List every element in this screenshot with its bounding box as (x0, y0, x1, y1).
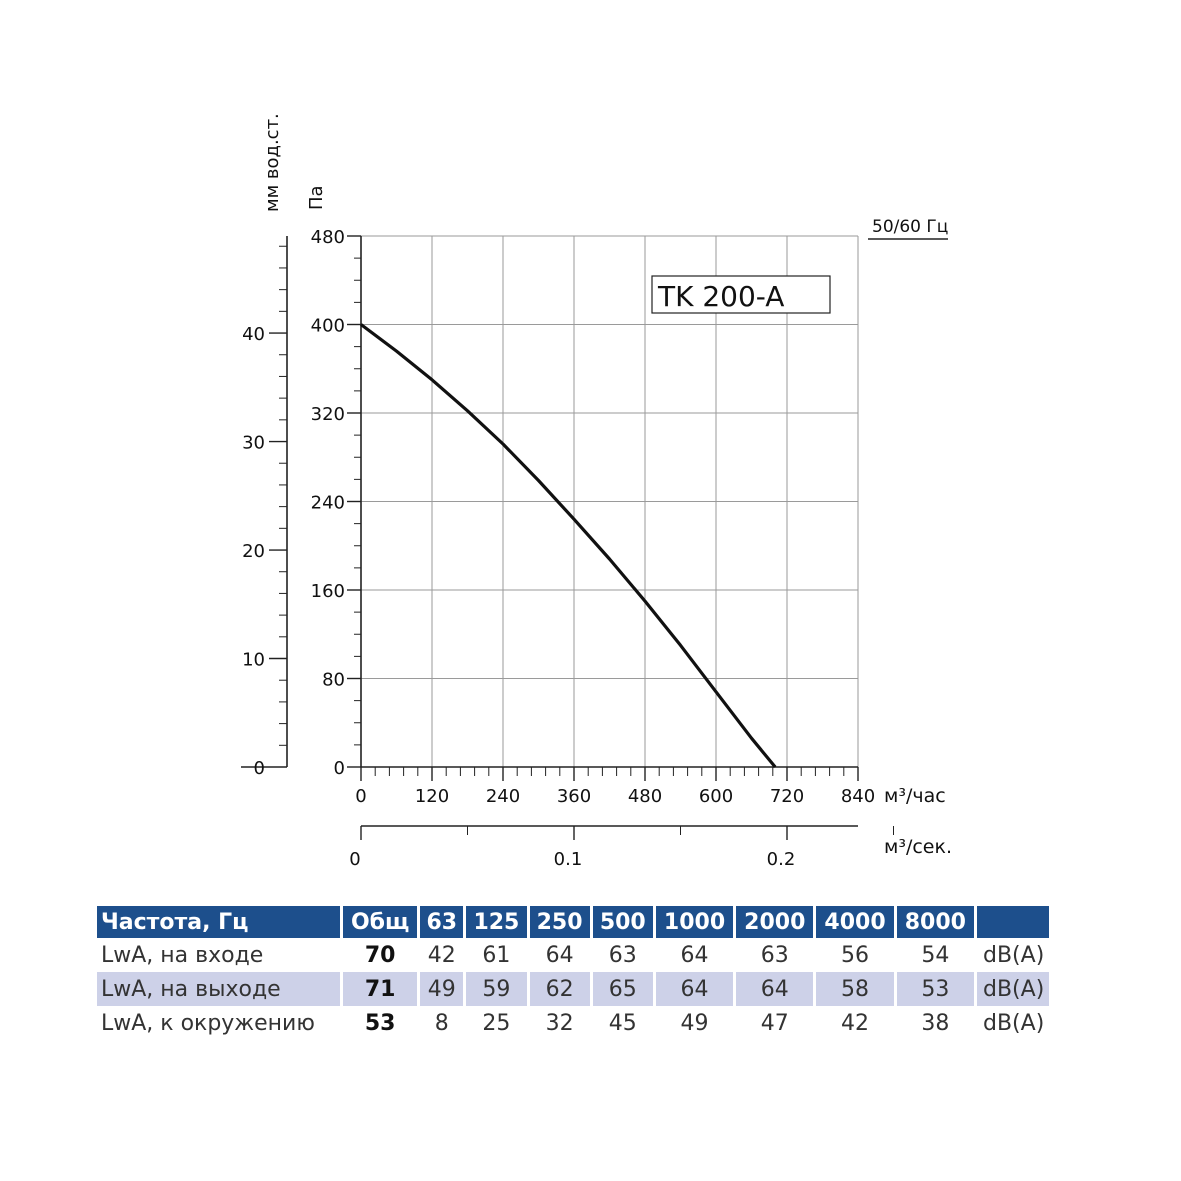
table-cell: 49 (420, 972, 464, 1006)
table-cell: 47 (760, 1010, 789, 1036)
x2-tick-label: 0.2 (767, 849, 796, 870)
table-cell: 54 (921, 942, 950, 968)
table-row: LwA, на выходе 71 49 59 62 65 64 64 58 5… (97, 972, 1049, 1006)
x-tick-label: 0 (355, 786, 366, 807)
row-label: LwA, на входе (101, 942, 264, 968)
table-cell: 64 (736, 972, 814, 1006)
table-cell: 63 (608, 942, 637, 968)
table-cell: 59 (466, 972, 527, 1006)
row-unit: dB(A) (983, 1010, 1045, 1036)
table-cell: 25 (482, 1010, 511, 1036)
table-cell: 62 (529, 972, 590, 1006)
y-tick-label: 480 (311, 227, 345, 248)
mm-axis-unit: мм вод.ст. (262, 113, 283, 212)
x-tick-label: 600 (699, 786, 733, 807)
table-header-cell: Частота, Гц (97, 906, 341, 938)
y-tick-label: 320 (311, 404, 345, 425)
table-cell: 61 (482, 942, 511, 968)
table-cell: 38 (921, 1010, 950, 1036)
x-tick-label: 120 (415, 786, 449, 807)
table-header-cell: 500 (592, 906, 653, 938)
table-cell: 64 (545, 942, 574, 968)
x2-tick-label: 0 (349, 849, 360, 870)
table-cell: 53 (896, 972, 974, 1006)
table-cell: 42 (841, 1010, 870, 1036)
table-header-cell: 63 (420, 906, 464, 938)
table-header-row: Частота, Гц Общ 63 125 250 500 1000 2000… (97, 906, 1049, 938)
chart-grid (360, 235, 859, 768)
table-header-cell: 4000 (816, 906, 894, 938)
x2-axis-unit: м³/сек. (884, 836, 952, 858)
table-cell: 32 (545, 1010, 574, 1036)
mm-tick-label: 20 (242, 541, 265, 562)
chart-curve-layer (360, 323, 777, 769)
table-cell: 49 (680, 1010, 709, 1036)
row-label: LwA, на выходе (97, 972, 341, 1006)
mm-tick-label: 0 (254, 758, 265, 779)
table-cell: 45 (608, 1010, 637, 1036)
performance-curve (360, 323, 777, 769)
table-header-cell: 1000 (655, 906, 734, 938)
table-cell: 63 (760, 942, 789, 968)
table-header-cell: 250 (529, 906, 590, 938)
table-cell: 56 (841, 942, 870, 968)
chart-axes (241, 235, 894, 840)
table-row: LwA, на входе 70 42 61 64 63 64 63 56 54… (97, 938, 1049, 972)
x-axis-unit: м³/час (884, 785, 946, 807)
table-row: LwA, к окружению 53 8 25 32 45 49 47 42 … (97, 1006, 1049, 1040)
table-cell: 42 (427, 942, 456, 968)
x-tick-label: 240 (486, 786, 520, 807)
table-header-cell: 125 (466, 906, 527, 938)
table-cell: 58 (816, 972, 894, 1006)
x-tick-label: 720 (770, 786, 804, 807)
pa-axis-unit: Па (306, 185, 327, 210)
y-tick-label: 0 (334, 758, 345, 779)
y-tick-label: 160 (311, 581, 345, 602)
table-header-cell: 2000 (736, 906, 814, 938)
table-header-cell: 8000 (896, 906, 974, 938)
row-total: 53 (364, 1010, 396, 1036)
model-label-box: TK 200-A (651, 275, 831, 314)
table-header-cell: Общ (343, 906, 418, 938)
x-tick-label: 360 (557, 786, 591, 807)
mm-tick-label: 30 (242, 433, 265, 454)
frequency-label-group: 50/60 Гц (868, 217, 948, 240)
row-label: LwA, к окружению (101, 1010, 315, 1036)
row-total: 71 (343, 972, 418, 1006)
model-label: TK 200-A (657, 280, 784, 313)
table-cell: 8 (434, 1010, 449, 1036)
y-tick-label: 240 (311, 493, 345, 514)
y-tick-label: 80 (322, 670, 345, 691)
frequency-label: 50/60 Гц (872, 217, 948, 237)
table-cell: 64 (680, 942, 709, 968)
mm-tick-label: 40 (242, 324, 265, 345)
x2-tick-label: 0.1 (554, 849, 583, 870)
row-unit: dB(A) (983, 942, 1045, 968)
row-total: 70 (364, 942, 396, 968)
y-tick-label: 400 (311, 316, 345, 337)
row-unit: dB(A) (977, 972, 1049, 1006)
table-cell: 64 (655, 972, 734, 1006)
table-cell: 65 (592, 972, 653, 1006)
x-tick-label: 480 (628, 786, 662, 807)
table-header-cell (977, 906, 1049, 938)
x-tick-label: 840 (841, 786, 875, 807)
mm-tick-label: 10 (242, 650, 265, 671)
sound-power-table: Частота, Гц Общ 63 125 250 500 1000 2000… (94, 906, 1052, 1040)
